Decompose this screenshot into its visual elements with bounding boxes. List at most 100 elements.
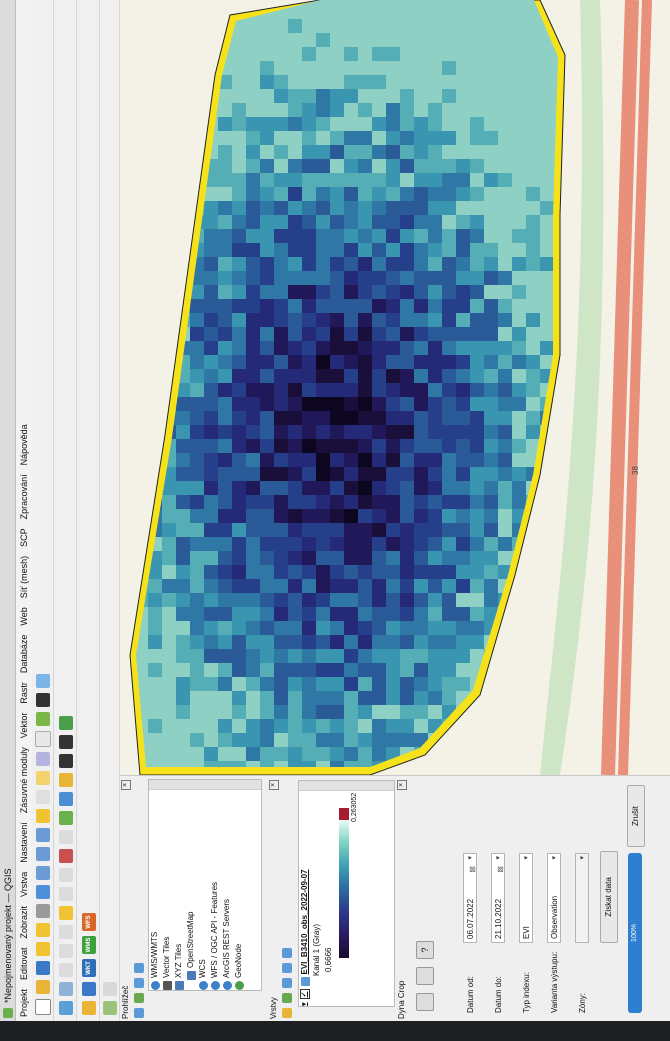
globe-icon[interactable] xyxy=(58,792,73,806)
menu-web[interactable]: Web xyxy=(19,607,29,626)
identify-icon[interactable] xyxy=(35,771,50,785)
filter-icon[interactable] xyxy=(282,978,292,988)
expand-icon[interactable]: ▾ xyxy=(301,1002,308,1006)
save-icon[interactable] xyxy=(416,967,434,985)
refresh-icon[interactable] xyxy=(134,1008,144,1018)
processing-icon[interactable] xyxy=(35,693,50,707)
style-icon[interactable] xyxy=(282,1008,292,1018)
collapse-icon[interactable] xyxy=(134,978,144,988)
get-data-button[interactable]: Získat data xyxy=(600,851,618,943)
chevron-down-icon[interactable]: ▾ xyxy=(495,856,502,860)
list-item[interactable]: GeoNode xyxy=(233,780,245,990)
pan-map-icon[interactable] xyxy=(35,885,50,899)
new-project-icon[interactable] xyxy=(34,999,51,1015)
add-feature-icon[interactable] xyxy=(58,963,73,977)
date-to-input[interactable]: 21.10.2022 ⊠ ▾ xyxy=(491,853,505,943)
expand-icon[interactable] xyxy=(282,963,292,973)
menu-zpracovani[interactable]: Zpracování xyxy=(19,474,29,520)
list-item[interactable]: Vector Tiles xyxy=(161,780,173,990)
redo-icon[interactable] xyxy=(58,868,73,882)
map-canvas[interactable]: 38 xyxy=(120,0,670,775)
help-button[interactable]: ? xyxy=(416,941,434,959)
zoom-full-icon[interactable] xyxy=(35,828,50,842)
filter-icon[interactable] xyxy=(134,993,144,1003)
menu-projekt[interactable]: Projekt xyxy=(19,988,29,1017)
pin-label-icon[interactable] xyxy=(58,830,73,844)
settings-icon[interactable] xyxy=(416,993,434,1011)
list-item[interactable]: ArcGIS REST Servers xyxy=(221,780,233,990)
raster-pixel xyxy=(372,579,386,593)
add-raster-icon[interactable] xyxy=(81,982,96,996)
vertex-tool-icon[interactable] xyxy=(58,944,73,958)
new-print-layout-icon[interactable] xyxy=(35,942,50,956)
scp-icon[interactable] xyxy=(35,674,50,688)
add-group-icon[interactable] xyxy=(282,993,292,1003)
menu-editovat[interactable]: Editovat xyxy=(19,947,29,980)
menu-zobrazit[interactable]: Zobrazit xyxy=(19,905,29,939)
map-svg[interactable]: 38 xyxy=(120,0,670,775)
plugin-icon[interactable] xyxy=(58,716,73,730)
date-from-input[interactable]: 06.07.2022 ⊠ ▾ xyxy=(463,853,477,943)
menu-scp[interactable]: SCP xyxy=(19,528,29,547)
help-icon[interactable] xyxy=(134,963,144,973)
menu-zasuvne-moduly[interactable]: Zásuvné moduly xyxy=(19,747,29,814)
close-icon[interactable]: × xyxy=(397,780,407,790)
tools-icon[interactable] xyxy=(58,735,73,749)
edit-layer-icon[interactable] xyxy=(58,1001,73,1015)
remove-layer-icon[interactable] xyxy=(282,948,292,958)
zoom-in-icon[interactable] xyxy=(35,866,50,880)
output-variant-select[interactable]: Observation ▾ xyxy=(547,853,561,943)
scrollbar[interactable] xyxy=(299,781,394,791)
select-features-icon[interactable] xyxy=(58,906,73,920)
menu-rastr[interactable]: Rastr xyxy=(19,682,29,704)
cancel-button[interactable]: Zrušit xyxy=(627,785,645,847)
list-item[interactable]: XYZ Tiles xyxy=(173,780,185,990)
layer-row[interactable]: ▾ ✓ EVI_B3410_obs_2022-09-07 xyxy=(299,781,311,1006)
blank-icon[interactable] xyxy=(102,982,117,996)
georeferencer-icon[interactable] xyxy=(58,811,73,825)
label-tool-icon[interactable] xyxy=(58,849,73,863)
zoom-out-icon[interactable] xyxy=(35,847,50,861)
refresh-icon[interactable] xyxy=(35,790,50,804)
zones-select[interactable]: ▾ xyxy=(575,853,589,943)
chevron-down-icon[interactable]: ▾ xyxy=(467,856,474,860)
measure-icon[interactable] xyxy=(35,752,50,766)
open-project-icon[interactable] xyxy=(35,980,50,994)
style-manager-icon[interactable] xyxy=(35,904,50,918)
wkt-icon[interactable]: WKT xyxy=(81,959,96,977)
clear-icon[interactable]: ⊠ xyxy=(496,866,505,873)
menu-sit-mesh[interactable]: Síť (mesh) xyxy=(19,555,29,599)
scrollbar[interactable] xyxy=(149,780,261,790)
zoom-layer-icon[interactable] xyxy=(35,809,50,823)
python-console-icon[interactable] xyxy=(58,773,73,787)
save-edits-icon[interactable] xyxy=(58,982,73,996)
chevron-down-icon[interactable]: ▾ xyxy=(551,856,558,860)
save-project-icon[interactable] xyxy=(35,961,50,975)
list-item[interactable]: OpenStreetMap xyxy=(185,780,197,990)
list-item[interactable]: WCS xyxy=(197,780,209,990)
menu-nastaveni[interactable]: Nastavení xyxy=(19,822,29,863)
menu-napoveda[interactable]: Nápověda xyxy=(19,424,29,466)
undo-icon[interactable] xyxy=(58,887,73,901)
menu-vektor[interactable]: Vektor xyxy=(19,712,29,739)
close-icon[interactable]: × xyxy=(269,780,279,790)
layout-manager-icon[interactable] xyxy=(35,923,50,937)
index-type-select[interactable]: EVI ▾ xyxy=(519,853,533,943)
delete-selected-icon[interactable] xyxy=(58,925,73,939)
python-icon[interactable] xyxy=(35,712,50,726)
list-item[interactable]: WFS / OGC API - Features xyxy=(209,780,221,990)
list-item[interactable]: WMS/WMTS xyxy=(149,780,161,990)
checkbox[interactable]: ✓ xyxy=(300,989,310,1000)
magnifier-icon[interactable] xyxy=(58,754,73,768)
wfs-icon[interactable]: WFS xyxy=(81,913,96,931)
chevron-down-icon[interactable]: ▾ xyxy=(579,856,586,860)
wms-icon[interactable]: WMS xyxy=(81,936,96,954)
annotation-icon[interactable] xyxy=(34,731,51,747)
add-vector-icon[interactable] xyxy=(81,1001,96,1015)
menu-vrstva[interactable]: Vrstva xyxy=(19,871,29,897)
chevron-down-icon[interactable]: ▾ xyxy=(523,856,530,860)
clear-icon[interactable]: ⊠ xyxy=(468,866,477,873)
digitize-icon[interactable] xyxy=(102,1001,117,1015)
menu-databaze[interactable]: Databáze xyxy=(19,634,29,674)
close-icon[interactable]: × xyxy=(121,780,131,790)
